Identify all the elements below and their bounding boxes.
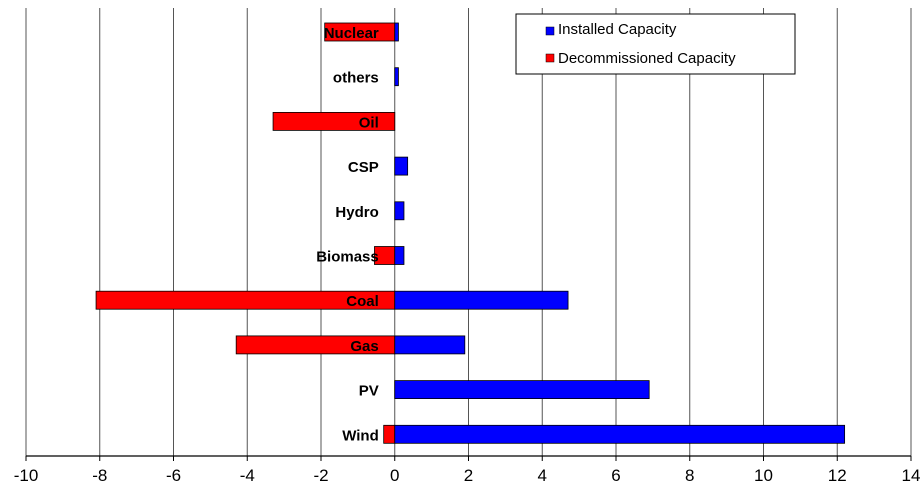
bar-installed-biomass — [394, 246, 405, 265]
bar-installed-nuclear — [394, 22, 399, 42]
bar-decommissioned-oil — [272, 112, 396, 131]
x-tick-label: 4 — [538, 466, 547, 485]
category-label-oil: Oil — [359, 114, 379, 131]
grid — [25, 8, 912, 456]
category-label-biomass: Biomass — [316, 249, 379, 266]
x-tick-label: 12 — [828, 466, 847, 485]
bar-installed-hydro — [394, 201, 405, 221]
x-tick-label: 6 — [611, 466, 620, 485]
legend-label-decommissioned: Decommissioned Capacity — [558, 50, 736, 67]
category-label-csp: CSP — [348, 159, 379, 176]
x-tick-label: -10 — [14, 466, 39, 485]
x-tick-label: -8 — [92, 466, 107, 485]
x-tick-label: 14 — [902, 466, 921, 485]
category-label-nuclear: Nuclear — [324, 25, 379, 42]
x-tick-label: 8 — [685, 466, 694, 485]
bar-installed-coal — [394, 290, 569, 310]
x-axis-tick-labels: -10 -8 -6 -4 -2 0 2 4 6 8 10 12 14 — [14, 456, 921, 485]
category-label-others: others — [333, 70, 379, 87]
category-labels: Nuclear others Oil CSP Hydro Biomass Coal Gas PV… — [316, 25, 379, 444]
bar-decommissioned-wind — [383, 424, 396, 444]
x-tick-label: 0 — [390, 466, 399, 485]
bar-installed-wind — [394, 424, 846, 444]
bars — [95, 22, 846, 444]
category-label-coal: Coal — [346, 293, 379, 310]
x-tick-label: -2 — [313, 466, 328, 485]
bar-installed-pv — [394, 380, 650, 400]
legend-swatch-installed — [545, 26, 555, 36]
bar-installed-others — [394, 67, 399, 87]
x-tick-label: -6 — [166, 466, 181, 485]
category-label-gas: Gas — [350, 338, 378, 355]
x-tick-label: 10 — [754, 466, 773, 485]
legend: Installed Capacity Decommissioned Capaci… — [515, 13, 796, 75]
x-tick-label: -4 — [240, 466, 255, 485]
x-tick-label: 2 — [464, 466, 473, 485]
category-label-wind: Wind — [342, 427, 379, 444]
bar-installed-gas — [394, 335, 466, 355]
bar-installed-csp — [394, 156, 409, 176]
legend-swatch-decommissioned — [545, 53, 555, 63]
legend-label-installed: Installed Capacity — [558, 21, 677, 38]
legend-box — [515, 13, 796, 75]
category-label-hydro: Hydro — [335, 204, 378, 221]
category-label-pv: PV — [359, 383, 379, 400]
